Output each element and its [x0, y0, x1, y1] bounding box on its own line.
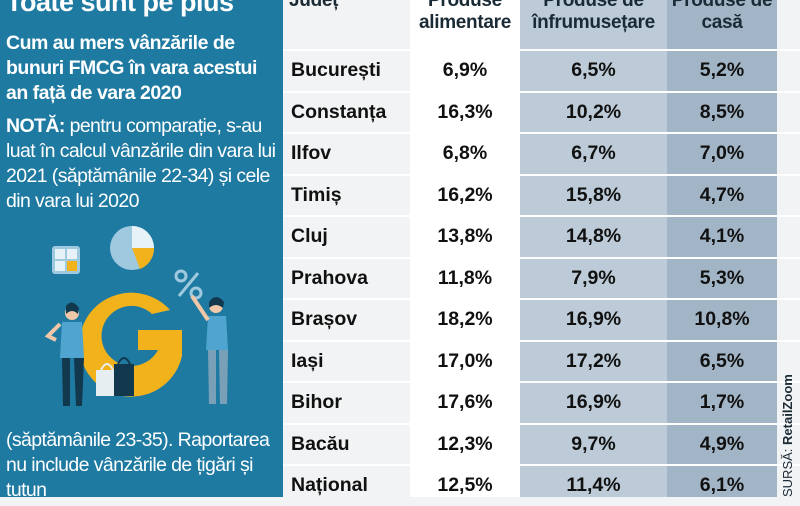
table-row: Ilfov 6,8% 6,7% 7,0% [283, 133, 800, 174]
county-name: Prahova [291, 266, 368, 289]
county-name: Iași [291, 349, 324, 372]
value-cell: 17,0% [437, 349, 493, 372]
value-cell: 11,4% [566, 474, 621, 496]
value-cell: 5,2% [699, 59, 745, 81]
table-row: Național 12,5% 11,4% 6,1% [283, 465, 800, 506]
page-title: Toate sunt pe plus [6, 0, 234, 17]
table-row: Brașov 18,2% 16,9% 10,8% [283, 299, 800, 340]
table-row: Cluj 13,8% 14,8% 4,1% [283, 216, 800, 257]
row-divider [283, 381, 800, 383]
county-name: București [291, 59, 381, 81]
value-cell: 14,8% [565, 225, 622, 247]
value-cell: 5,3% [699, 266, 745, 289]
note: NOTĂ: pentru comparație, s-au luat în ca… [6, 114, 278, 214]
value-cell: 11,8% [437, 266, 493, 289]
county-name: Brașov [291, 308, 358, 330]
table-row: Iași 17,0% 17,2% 6,5% [283, 341, 800, 382]
value-cell: 17,2% [565, 349, 622, 372]
note-continued: (săptămânile 23-35). Raportarea nu inclu… [6, 429, 270, 497]
value-cell: 12,5% [437, 474, 493, 496]
row-divider [283, 90, 800, 93]
table-row: Bihor 17,6% 16,9% 1,7% [283, 382, 800, 423]
table-row: Prahova 11,8% 7,9% 5,3% [283, 258, 800, 299]
county-name: Cluj [291, 225, 328, 247]
fmcg-illustration [44, 226, 228, 406]
value-cell: 7,0% [699, 142, 745, 164]
table-row: Timiș 16,2% 15,8% 4,7% [283, 175, 800, 216]
row-divider [283, 132, 800, 134]
source-value: RetailZoom [780, 374, 795, 445]
county-name: Bihor [291, 391, 342, 413]
county-name: Constanța [291, 100, 387, 123]
header-home: Produse de casă [671, 0, 773, 33]
note-text: pentru comparație, s-au luat în calcul v… [6, 115, 276, 212]
row-divider [283, 49, 800, 51]
county-name: Ilfov [291, 142, 332, 164]
value-cell: 7,9% [571, 266, 616, 289]
value-cell: 18,2% [437, 308, 493, 330]
value-cell: 16,3% [437, 100, 493, 123]
value-cell: 6,5% [571, 59, 616, 81]
value-cell: 16,2% [437, 183, 493, 206]
subtitle: Cum au mers vânzările de bunuri FMCG în … [6, 32, 257, 104]
value-cell: 1,7% [699, 391, 745, 413]
value-cell: 16,9% [565, 391, 622, 413]
value-cell: 16,9% [565, 308, 622, 330]
row-divider [283, 464, 800, 466]
county-name: Național [291, 474, 368, 496]
row-divider [283, 339, 800, 342]
value-cell: 15,8% [565, 183, 622, 206]
header-food: Produse alimentare [418, 0, 512, 33]
row-divider [283, 422, 800, 425]
column-beauty-bg [520, 0, 667, 497]
column-food-bg [410, 0, 520, 497]
column-home-bg [667, 0, 777, 497]
row-divider [283, 215, 800, 217]
table-row: Bacău 12,3% 9,7% 4,9% [283, 424, 800, 465]
header-county: Județ [289, 0, 339, 11]
note-label: NOTĂ: [6, 115, 65, 137]
table-row: Constanța 16,3% 10,2% 8,5% [283, 92, 800, 133]
sales-table: Județ Produse alimentare Produse de înfr… [283, 0, 800, 497]
value-cell: 17,6% [437, 391, 493, 413]
person-icon [190, 294, 228, 404]
table-row: București 6,9% 6,5% 5,2% [283, 50, 800, 91]
pie-chart-icon [110, 226, 155, 270]
value-cell: 9,7% [571, 432, 616, 455]
value-cell: 10,8% [694, 308, 750, 330]
value-cell: 4,7% [699, 183, 745, 206]
value-cell: 6,7% [571, 142, 616, 164]
value-cell: 10,2% [565, 100, 622, 123]
value-cell: 6,9% [442, 59, 488, 81]
calculator-icon [52, 246, 80, 274]
value-cell: 6,5% [699, 349, 745, 372]
value-cell: 6,1% [699, 474, 745, 496]
info-panel: Toate sunt pe plus Cum au mers vânzările… [0, 0, 283, 497]
value-cell: 4,1% [699, 225, 745, 247]
county-name: Bacău [291, 432, 350, 455]
shopping-bag-icon [96, 357, 134, 396]
person-icon [44, 302, 84, 406]
row-divider [283, 173, 800, 176]
value-cell: 8,5% [699, 100, 745, 123]
header-beauty: Produse de înfrumusețare [532, 0, 655, 33]
percent-icon [174, 269, 203, 300]
value-cell: 12,3% [437, 432, 493, 455]
value-cell: 6,8% [442, 142, 488, 164]
value-cell: 13,8% [437, 225, 493, 247]
value-cell: 4,9% [699, 432, 745, 455]
county-name: Timiș [291, 183, 342, 206]
row-divider [283, 256, 800, 259]
source-note: SURSĂ: RetailZoom [780, 374, 798, 497]
source-label: SURSĂ: [780, 448, 795, 497]
row-divider [283, 298, 800, 300]
